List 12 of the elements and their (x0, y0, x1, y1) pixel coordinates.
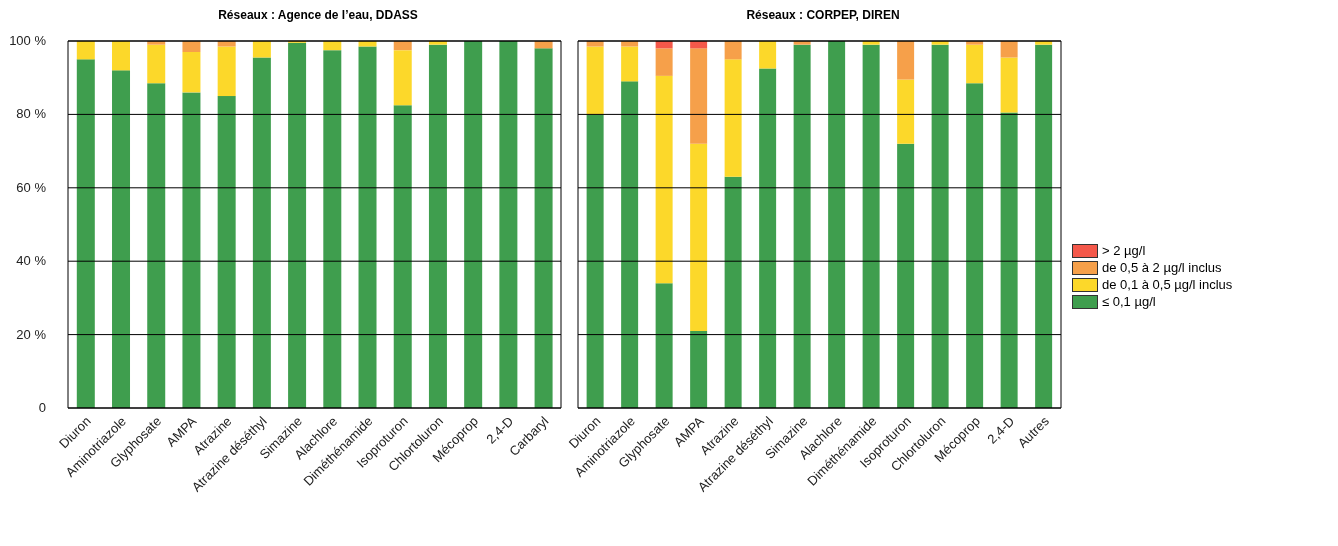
legend-label: de 0,5 à 2 µg/l inclus (1102, 260, 1222, 275)
y-tick-label: 20 % (16, 326, 47, 342)
y-tick-label: 0 (38, 400, 46, 415)
legend-label: de 0,1 à 0,5 µg/l inclus (1102, 277, 1233, 292)
y-tick-label: 60 % (16, 179, 47, 195)
legend-label: ≤ 0,1 µg/l (1102, 294, 1156, 309)
chart-title: Réseaux : CORPEP, DIREN (745, 8, 901, 24)
legend-label: > 2 µg/l (1102, 243, 1146, 258)
chart-title: Réseaux : Agence de l’eau, DDASS (217, 8, 419, 24)
y-tick-label: 40 % (16, 253, 47, 269)
y-tick-label: 80 % (16, 106, 47, 122)
y-tick-label: 100 % (9, 33, 47, 48)
